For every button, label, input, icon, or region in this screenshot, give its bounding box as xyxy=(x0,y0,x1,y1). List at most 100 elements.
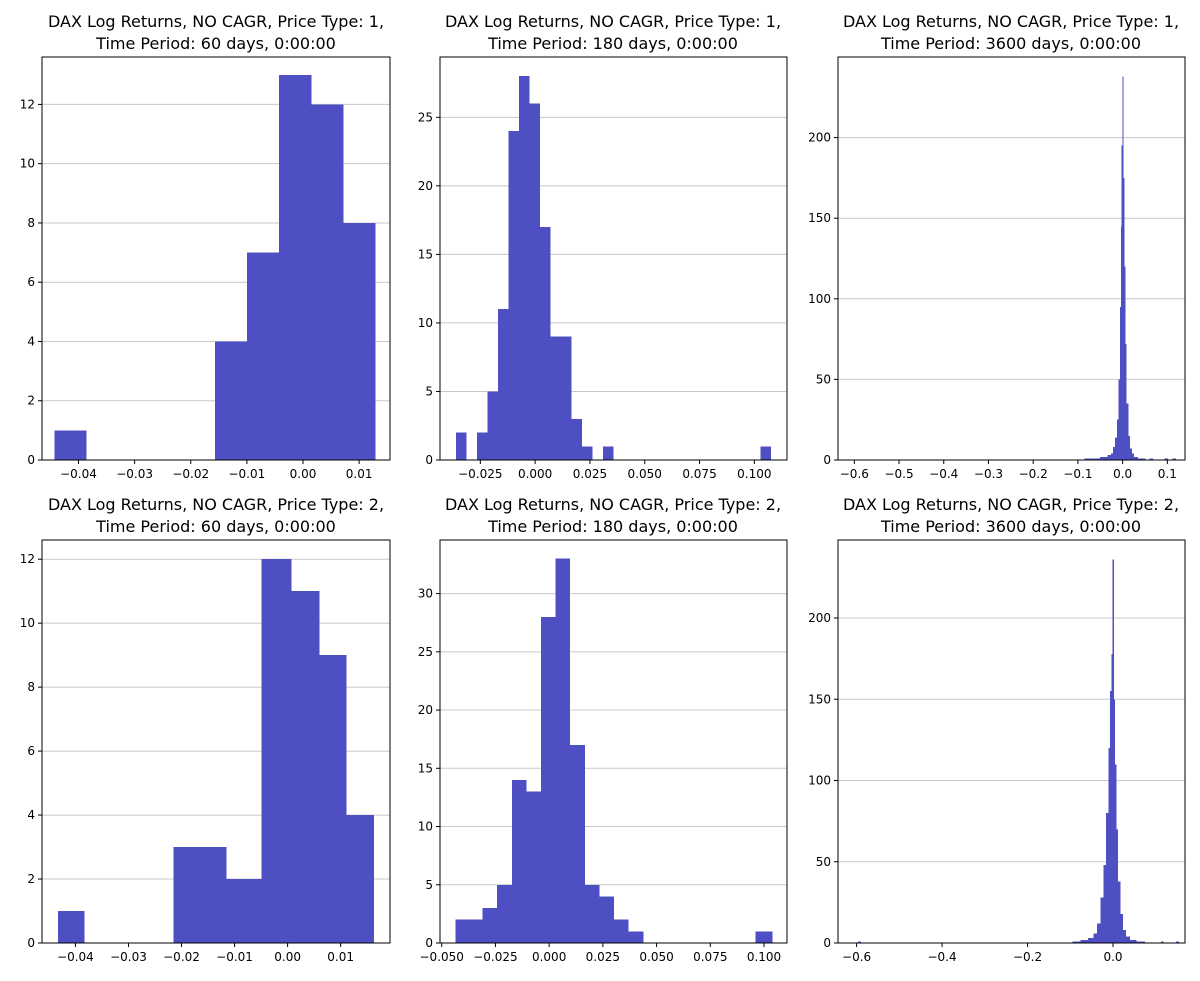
y-tick-label: 10 xyxy=(418,316,433,330)
histogram-bar xyxy=(555,558,571,943)
x-tick-label: 0.0 xyxy=(1103,950,1122,964)
x-tick-label: −0.03 xyxy=(116,467,153,481)
histogram-bar xyxy=(1103,456,1108,460)
y-tick-label: 0 xyxy=(27,936,35,950)
x-tick-label: 0.01 xyxy=(346,467,373,481)
histogram-bar xyxy=(57,911,85,943)
histogram-bar xyxy=(1128,435,1131,460)
histogram-bars xyxy=(57,559,375,943)
x-axis-ticks: −0.04 −0.03 −0.02 −0.01 0.00 0.01 xyxy=(60,460,372,481)
x-tick-label: 0.000 xyxy=(518,467,552,481)
x-tick-label: 0.00 xyxy=(274,950,301,964)
y-tick-label: 12 xyxy=(20,97,35,111)
histogram-bar xyxy=(1112,559,1114,943)
histogram-bar xyxy=(1141,458,1146,460)
histogram-bar xyxy=(1116,419,1119,460)
chart-title-line-2: Time Period: 180 days, 0:00:00 xyxy=(487,517,738,536)
x-tick-label: 0.00 xyxy=(290,467,317,481)
y-tick-label: 8 xyxy=(27,680,35,694)
histogram-bar xyxy=(603,446,614,460)
histogram-bar xyxy=(1100,897,1104,943)
y-tick-label: 2 xyxy=(27,394,35,408)
x-axis-ticks: −0.050 −0.025 0.000 0.025 0.050 0.075 0.100 xyxy=(420,943,781,964)
histogram-bar xyxy=(173,847,227,943)
x-tick-label: −0.3 xyxy=(974,467,1003,481)
x-axis-ticks: −0.04 −0.03 −0.02 −0.01 0.00 0.01 xyxy=(57,943,354,964)
histogram-bar xyxy=(1120,226,1122,460)
x-tick-label: 0.025 xyxy=(586,950,620,964)
plot-area-frame xyxy=(41,539,391,944)
x-tick-label: −0.4 xyxy=(927,950,956,964)
histogram-bar xyxy=(1121,145,1123,460)
y-tick-label: 25 xyxy=(418,110,433,124)
y-tick-label: 20 xyxy=(418,703,433,717)
histogram-bar xyxy=(214,341,247,460)
x-tick-label: −0.025 xyxy=(473,950,517,964)
histogram-bar xyxy=(1084,458,1093,460)
x-tick-label: −0.02 xyxy=(172,467,209,481)
x-tick-label: −0.03 xyxy=(110,950,147,964)
histogram-bar xyxy=(1137,458,1142,460)
histogram-bar xyxy=(508,131,519,461)
histogram-bar xyxy=(1160,941,1164,943)
histogram-bar xyxy=(1110,453,1114,460)
histogram-bar xyxy=(511,779,527,943)
y-tick-label: 30 xyxy=(418,587,433,601)
histogram-bar xyxy=(540,616,556,943)
histogram-bar xyxy=(226,879,262,943)
y-tick-label: 0 xyxy=(823,453,831,467)
y-tick-label: 8 xyxy=(27,216,35,230)
histogram-bar xyxy=(1107,455,1111,460)
y-tick-label: 0 xyxy=(27,453,35,467)
histogram-panel-price2-3600d: DAX Log Returns, NO CAGR, Price Type: 2,… xyxy=(808,495,1186,964)
x-tick-label: −0.2 xyxy=(1019,467,1048,481)
y-axis-ticks: 0 5 10 15 20 25 30 xyxy=(418,587,440,950)
histogram-panel-price1-180d: DAX Log Returns, NO CAGR, Price Type: 1,… xyxy=(418,12,788,481)
y-axis-ticks: 0 50 100 150 200 xyxy=(808,131,838,467)
histogram-bar xyxy=(857,941,861,943)
x-tick-label: 0.0 xyxy=(1113,467,1132,481)
histogram-bar xyxy=(1103,865,1107,943)
y-tick-label: 200 xyxy=(808,611,831,625)
histogram-bar xyxy=(1093,933,1098,943)
histogram-bar xyxy=(628,931,644,943)
x-tick-label: 0.100 xyxy=(737,467,771,481)
y-tick-label: 0 xyxy=(823,936,831,950)
x-tick-label: 0.100 xyxy=(747,950,781,964)
y-tick-label: 20 xyxy=(418,179,433,193)
y-tick-label: 50 xyxy=(816,855,831,869)
y-gridlines xyxy=(838,137,1185,380)
x-tick-label: −0.6 xyxy=(842,950,871,964)
x-axis-ticks: −0.025 0.000 0.025 0.050 0.075 0.100 xyxy=(458,460,772,481)
chart-title-line-1: DAX Log Returns, NO CAGR, Price Type: 2, xyxy=(48,495,384,514)
histogram-bar xyxy=(1172,458,1176,460)
histogram-bar xyxy=(1113,447,1116,460)
histogram-bars xyxy=(1084,76,1176,461)
histogram-bar xyxy=(1092,458,1100,460)
y-tick-label: 200 xyxy=(808,131,831,145)
plot-area-frame xyxy=(439,56,788,461)
x-tick-label: −0.1 xyxy=(1063,467,1092,481)
histogram-bar xyxy=(760,446,772,460)
histogram-bar xyxy=(1120,913,1123,943)
y-tick-label: 5 xyxy=(425,384,433,398)
y-tick-label: 4 xyxy=(27,334,35,348)
histogram-bar xyxy=(455,919,483,943)
chart-title-line-1: DAX Log Returns, NO CAGR, Price Type: 1, xyxy=(48,12,384,31)
x-tick-label: −0.2 xyxy=(1013,950,1042,964)
histogram-bar xyxy=(755,931,773,943)
y-tick-label: 6 xyxy=(27,275,35,289)
histogram-bar xyxy=(311,104,344,460)
x-tick-label: 0.01 xyxy=(327,950,354,964)
histogram-bar xyxy=(1122,930,1126,943)
histogram-bars xyxy=(857,559,1179,943)
x-tick-label: −0.01 xyxy=(216,950,253,964)
y-tick-label: 0 xyxy=(425,453,433,467)
histogram-bar xyxy=(1125,343,1127,460)
y-axis-ticks: 0 50 100 150 200 xyxy=(808,611,838,950)
histogram-bar xyxy=(1113,699,1116,943)
plot-area-frame xyxy=(439,539,788,944)
histogram-bar xyxy=(278,74,312,460)
y-tick-label: 10 xyxy=(20,616,35,630)
histogram-bars xyxy=(54,74,376,460)
